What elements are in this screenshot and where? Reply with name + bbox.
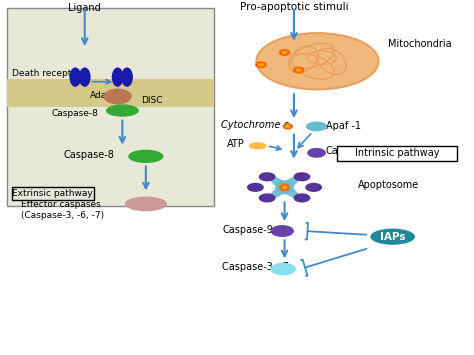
Ellipse shape bbox=[256, 33, 379, 89]
Ellipse shape bbox=[293, 66, 304, 73]
Ellipse shape bbox=[259, 172, 275, 181]
Ellipse shape bbox=[271, 225, 294, 237]
Ellipse shape bbox=[296, 68, 301, 72]
Text: Caspase-3, -7: Caspase-3, -7 bbox=[222, 262, 289, 272]
Ellipse shape bbox=[271, 263, 296, 275]
Ellipse shape bbox=[293, 172, 310, 181]
FancyBboxPatch shape bbox=[337, 146, 457, 160]
Ellipse shape bbox=[255, 61, 267, 68]
Text: Extrinsic pathway: Extrinsic pathway bbox=[12, 189, 93, 198]
FancyBboxPatch shape bbox=[12, 187, 94, 200]
Ellipse shape bbox=[121, 67, 133, 87]
Text: Effector caspases
(Caspase-3, -6, -7): Effector caspases (Caspase-3, -6, -7) bbox=[21, 200, 104, 220]
Ellipse shape bbox=[282, 51, 287, 54]
Ellipse shape bbox=[279, 184, 290, 191]
Ellipse shape bbox=[275, 180, 294, 195]
Ellipse shape bbox=[112, 67, 124, 87]
Ellipse shape bbox=[70, 67, 81, 87]
Ellipse shape bbox=[282, 185, 287, 189]
Ellipse shape bbox=[370, 229, 415, 245]
Text: Caspase-9: Caspase-9 bbox=[222, 225, 273, 235]
Ellipse shape bbox=[269, 175, 301, 199]
Ellipse shape bbox=[125, 197, 167, 211]
Text: Caspase-9: Caspase-9 bbox=[326, 146, 377, 156]
Text: Death receptors: Death receptors bbox=[12, 69, 85, 78]
Text: Pro-apoptotic stimuli: Pro-apoptotic stimuli bbox=[240, 2, 348, 12]
Ellipse shape bbox=[258, 63, 264, 66]
Ellipse shape bbox=[285, 125, 291, 128]
Text: Cytochrome c: Cytochrome c bbox=[221, 120, 289, 130]
Ellipse shape bbox=[305, 183, 322, 192]
Ellipse shape bbox=[128, 150, 164, 163]
Text: DISC: DISC bbox=[141, 95, 163, 104]
Ellipse shape bbox=[307, 148, 326, 158]
Text: Apoptosome: Apoptosome bbox=[357, 180, 419, 190]
Ellipse shape bbox=[249, 142, 267, 149]
Ellipse shape bbox=[279, 49, 291, 56]
Text: ATP: ATP bbox=[227, 139, 245, 149]
FancyBboxPatch shape bbox=[7, 9, 214, 206]
Ellipse shape bbox=[269, 175, 301, 199]
Bar bbox=[7, 79, 214, 107]
Ellipse shape bbox=[247, 183, 264, 192]
Text: Intrinsic pathway: Intrinsic pathway bbox=[355, 148, 439, 158]
Text: Caspase-8: Caspase-8 bbox=[52, 109, 99, 118]
Ellipse shape bbox=[306, 121, 327, 131]
Text: IAPs: IAPs bbox=[380, 232, 405, 242]
Text: Caspase-8: Caspase-8 bbox=[64, 149, 114, 160]
Ellipse shape bbox=[293, 193, 310, 202]
Text: Adaptor: Adaptor bbox=[91, 91, 126, 100]
Ellipse shape bbox=[79, 67, 91, 87]
Ellipse shape bbox=[259, 193, 275, 202]
Text: Ligand: Ligand bbox=[68, 3, 101, 13]
Text: Apaf -1: Apaf -1 bbox=[326, 121, 361, 131]
Ellipse shape bbox=[283, 123, 293, 130]
Text: Mitochondria: Mitochondria bbox=[388, 39, 452, 49]
Ellipse shape bbox=[103, 88, 132, 104]
Ellipse shape bbox=[106, 104, 139, 117]
